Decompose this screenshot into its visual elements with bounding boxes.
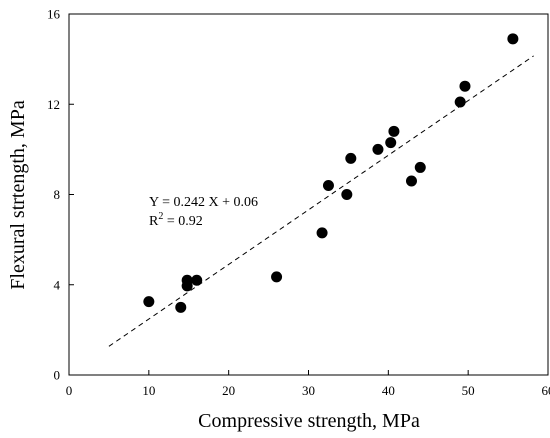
data-point	[385, 137, 397, 149]
axis-ticks: 0 10 20 30 40 50 60 0 4 8 12 16	[47, 7, 550, 399]
y-tick-label: 12	[47, 97, 60, 112]
data-point	[454, 96, 466, 108]
equation-text: Y = 0.242 X + 0.06	[149, 195, 258, 210]
r-squared-text: R2 = 0.92	[149, 211, 203, 229]
data-point	[175, 301, 187, 313]
x-tick-label: 40	[382, 383, 395, 398]
y-tick-label: 16	[47, 7, 61, 22]
data-point	[459, 80, 471, 92]
x-tick-label: 30	[302, 383, 315, 398]
data-point	[181, 280, 193, 292]
x-tick-label: 10	[142, 383, 155, 398]
x-tick-label: 20	[222, 383, 235, 398]
data-point	[507, 33, 519, 45]
plot-area-frame	[68, 13, 549, 376]
data-point	[143, 296, 155, 308]
data-point	[372, 143, 384, 155]
data-points	[143, 33, 519, 313]
y-tick-label: 0	[54, 368, 61, 383]
data-point	[322, 179, 334, 191]
x-tick-label: 60	[542, 383, 550, 398]
y-tick-label: 4	[54, 277, 61, 292]
data-point	[388, 125, 400, 137]
trendline	[108, 55, 534, 347]
x-tick-label: 50	[462, 383, 475, 398]
data-point	[191, 274, 203, 286]
data-point	[271, 271, 283, 283]
data-point	[341, 189, 353, 200]
x-axis-title: Compressive strength, MPa	[198, 410, 420, 432]
y-axis-title: Flexural strtength, MPa	[7, 100, 29, 290]
x-tick-label: 0	[66, 383, 73, 398]
trendline-group	[108, 55, 534, 347]
data-point	[405, 175, 417, 187]
y-tick-label: 8	[54, 187, 61, 202]
data-point	[316, 227, 328, 239]
data-point	[345, 152, 357, 164]
data-point	[414, 161, 426, 173]
